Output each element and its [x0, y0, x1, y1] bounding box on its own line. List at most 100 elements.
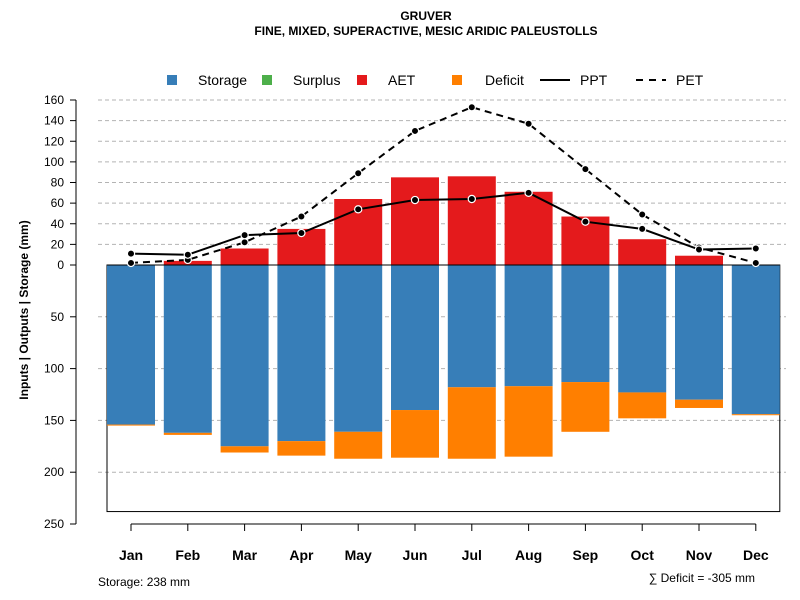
point-pet-jul: [467, 103, 476, 112]
point-ppt-jan: [126, 249, 136, 258]
deficit-footnote: ∑ Deficit = -305 mm: [649, 571, 755, 585]
y-tick-label: 140: [44, 114, 64, 128]
axes: 0 20 40 60 80 100 120 140 160 50 100 150 200 250 Jan Fe…: [44, 93, 780, 563]
point-ppt-sep: [581, 217, 590, 226]
point-pet-oct: [638, 210, 647, 219]
bar-storage-feb: [163, 265, 212, 433]
bar-aet-mar: [220, 248, 269, 265]
x-tick-label-nov: Nov: [686, 547, 713, 563]
point-pet-apr: [297, 212, 306, 221]
legend-label-pet: PET: [676, 72, 704, 88]
y-tick-label: 120: [44, 134, 64, 148]
y-tick-label: 20: [51, 237, 65, 251]
x-tick-label-dec: Dec: [743, 547, 769, 563]
y-axis-label: Inputs | Outputs | Storage (mm): [17, 220, 31, 399]
point-ppt-nov: [694, 245, 704, 254]
y-tick-label: 80: [51, 176, 65, 190]
bar-aet-jul: [447, 176, 496, 265]
bar-deficit-dec: [731, 414, 780, 416]
bar-storage-aug: [504, 265, 553, 387]
bars: [106, 176, 781, 513]
bar-storage-may: [334, 265, 383, 432]
point-ppt-jun: [410, 195, 420, 205]
y-tick-label: 60: [51, 196, 65, 210]
bar-storage-sep: [561, 265, 610, 383]
bar-storage-dec: [731, 265, 780, 415]
point-ppt-feb: [183, 250, 192, 259]
bar-aet-jun: [391, 177, 439, 265]
y-tick-label: 250: [44, 517, 64, 531]
legend-label-surplus: Surplus: [293, 72, 340, 88]
bar-storage-oct: [618, 265, 667, 393]
point-ppt-dec: [751, 244, 761, 253]
bar-deficit-jul: [447, 387, 496, 459]
chart-subtitle: FINE, MIXED, SUPERACTIVE, MESIC ARIDIC P…: [254, 24, 597, 38]
y-tick-label: 160: [44, 93, 64, 107]
point-ppt-aug: [524, 188, 533, 198]
bar-deficit-may: [334, 431, 383, 459]
point-pet-sep: [581, 164, 590, 174]
point-ppt-apr: [297, 228, 306, 238]
legend-label-ppt: PPT: [580, 72, 608, 88]
point-pet-jun: [410, 126, 420, 136]
line-pet: [130, 106, 757, 264]
point-pet-may: [354, 169, 363, 178]
bar-deficit-jan: [107, 424, 155, 426]
legend-swatch-deficit: [452, 75, 462, 85]
bar-storage-apr: [277, 265, 326, 442]
bar-deficit-apr: [277, 441, 326, 456]
storage-footnote: Storage: 238 mm: [98, 575, 190, 589]
y-tick-label: 150: [44, 413, 64, 427]
y-tick-label: 200: [44, 465, 64, 479]
bar-deficit-sep: [561, 382, 610, 432]
point-ppt-may: [354, 205, 363, 214]
x-tick-label-jan: Jan: [119, 547, 143, 563]
bar-aet-nov: [675, 255, 723, 265]
point-ppt-oct: [638, 224, 647, 234]
line-ppt: [130, 191, 756, 256]
point-pet-dec: [751, 258, 761, 268]
bar-aet-aug: [504, 191, 553, 265]
bar-storage-mar: [220, 265, 269, 447]
y-tick-label: 100: [44, 155, 64, 169]
legend-swatch-aet: [357, 75, 367, 85]
y-tick-label: 0: [57, 258, 64, 272]
x-tick-label-jun: Jun: [403, 547, 428, 563]
bar-storage-jan: [107, 265, 155, 425]
y-tick-label: 40: [51, 217, 65, 231]
bar-deficit-jun: [391, 410, 439, 458]
bar-storage-nov: [675, 265, 723, 400]
x-tick-label-jul: Jul: [462, 547, 482, 563]
point-pet-mar: [240, 238, 249, 247]
point-pet-aug: [524, 119, 533, 128]
legend-label-storage: Storage: [198, 72, 247, 88]
bar-storage-jun: [391, 265, 439, 411]
bar-deficit-nov: [675, 399, 723, 408]
x-tick-label-may: May: [345, 547, 372, 563]
bar-storage-jul: [447, 265, 496, 388]
legend-swatch-storage: [167, 75, 177, 85]
legend-swatch-surplus: [262, 75, 272, 85]
bar-deficit-oct: [618, 392, 667, 419]
x-tick-label-aug: Aug: [515, 547, 542, 563]
bar-deficit-aug: [504, 386, 553, 457]
legend-label-deficit: Deficit: [485, 72, 524, 88]
legend: Storage Surplus AET Deficit PPT PET: [167, 72, 704, 88]
point-pet-jan: [126, 258, 136, 268]
chart-title: GRUVER: [400, 9, 452, 23]
legend-label-aet: AET: [388, 72, 416, 88]
point-ppt-mar: [240, 230, 249, 240]
x-tick-label-feb: Feb: [175, 547, 200, 563]
bar-deficit-mar: [220, 446, 269, 453]
bar-aet-oct: [618, 239, 667, 265]
x-tick-label-apr: Apr: [289, 547, 314, 563]
x-tick-label-oct: Oct: [631, 547, 655, 563]
y-tick-label: 100: [44, 362, 64, 376]
series-lines: [126, 103, 761, 268]
point-ppt-jul: [467, 194, 476, 204]
y-tick-label: 50: [51, 310, 65, 324]
x-tick-label-mar: Mar: [232, 547, 257, 563]
x-tick-label-sep: Sep: [573, 547, 599, 563]
bar-deficit-feb: [163, 432, 212, 435]
